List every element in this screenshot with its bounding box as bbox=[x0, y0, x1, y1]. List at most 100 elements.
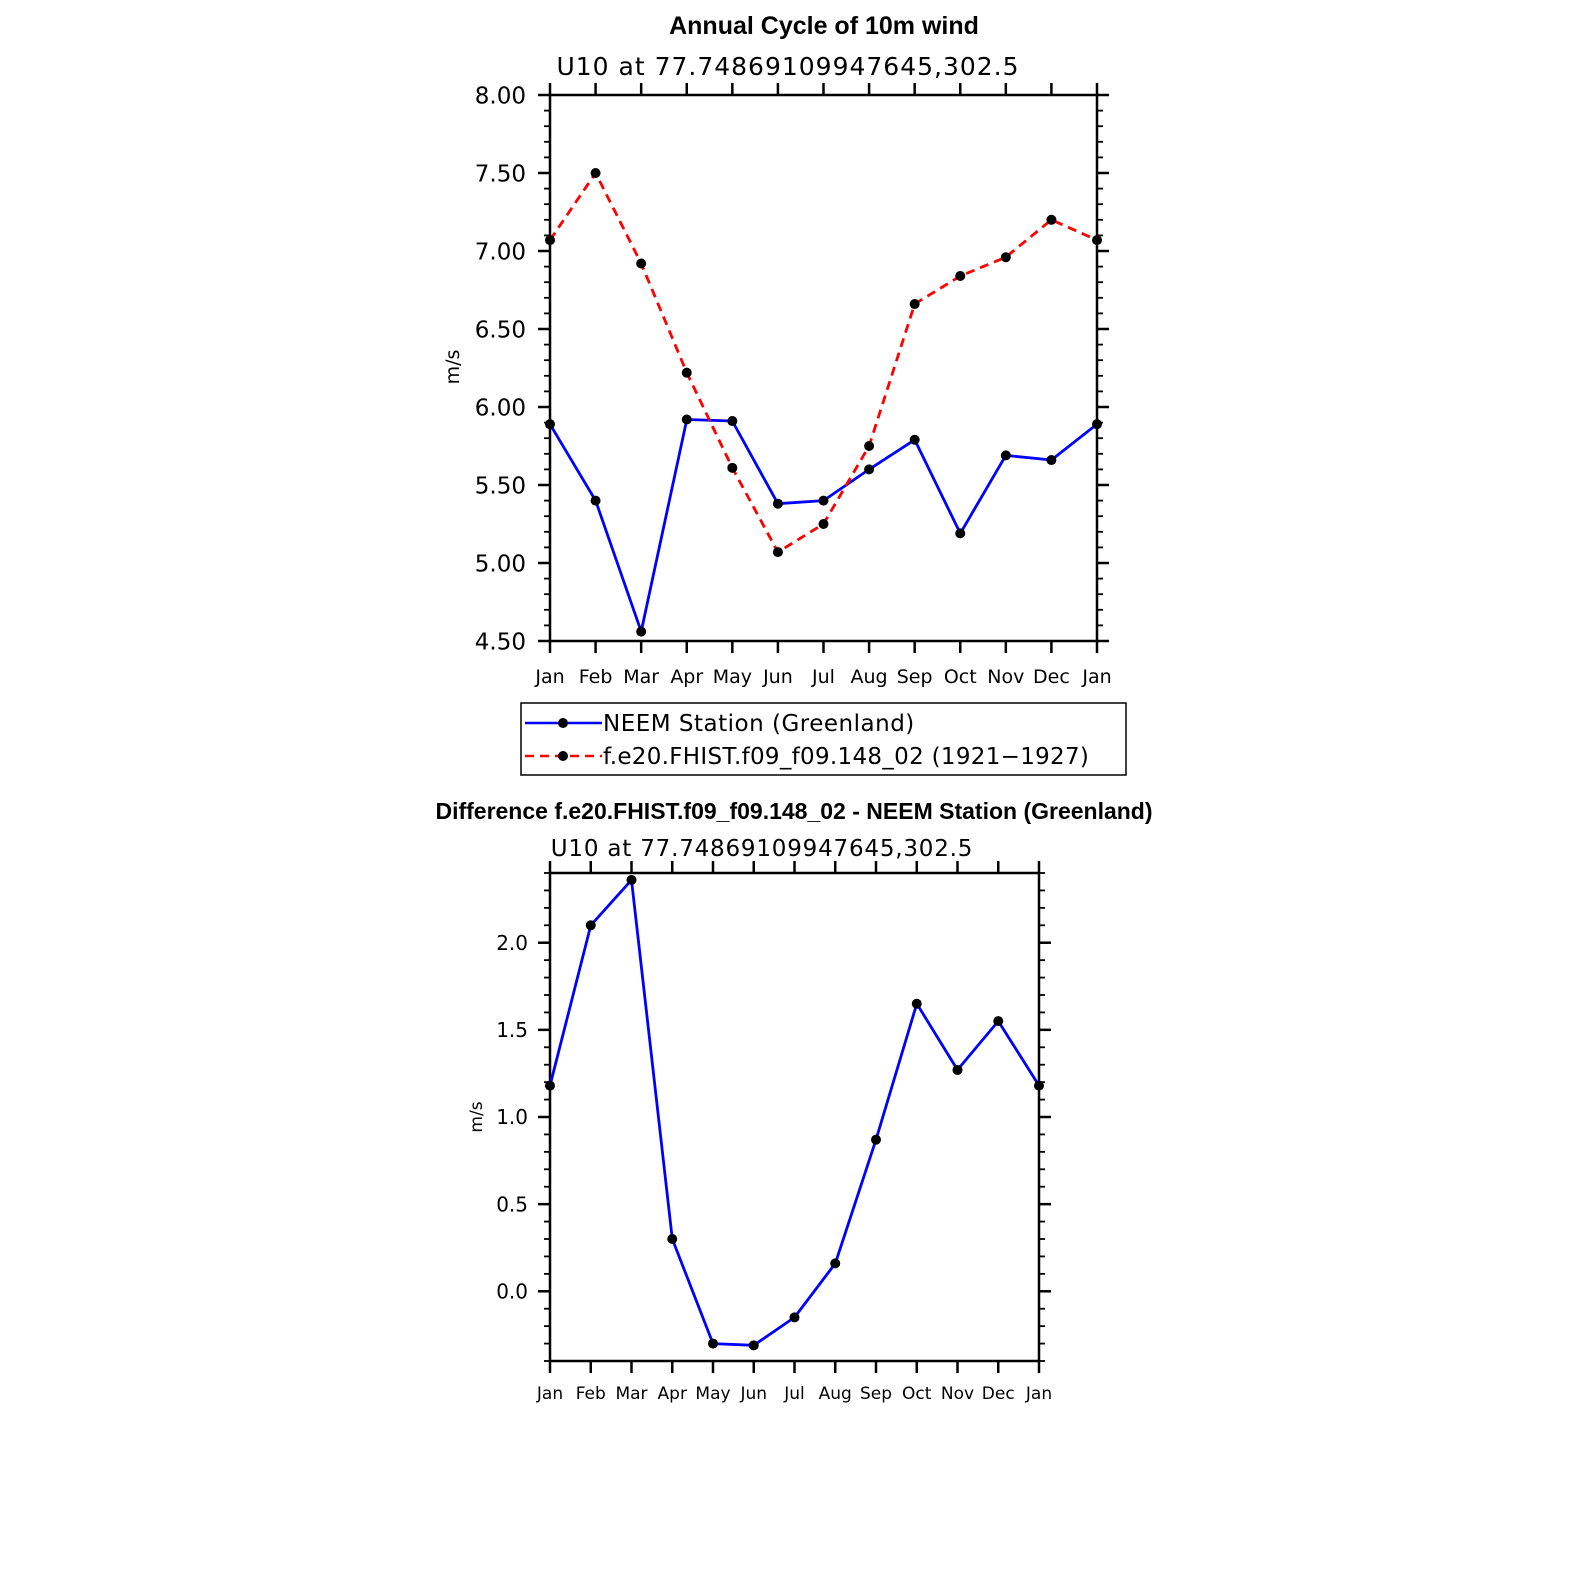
data-point bbox=[830, 1258, 841, 1269]
legend-box bbox=[520, 702, 1127, 776]
x-tick-label: Dec bbox=[982, 1384, 1015, 1404]
legend-marker-model bbox=[558, 751, 568, 761]
x-tick-label: Oct bbox=[944, 666, 977, 688]
data-point bbox=[1092, 235, 1102, 246]
chart1-axes: Jan Feb Mar Apr May Jun Jul Aug Sep Oct Nov Dec Jan 4… bbox=[475, 83, 1112, 688]
x-tick-label: Sep bbox=[860, 1384, 892, 1404]
y-tick-label: 4.50 bbox=[475, 629, 526, 655]
x-tick-label: Jan bbox=[534, 666, 564, 688]
x-tick-label: Apr bbox=[670, 666, 703, 688]
x-tick-label: Nov bbox=[987, 666, 1024, 688]
data-point bbox=[748, 1340, 759, 1351]
data-point bbox=[585, 920, 596, 931]
x-tick-label: Oct bbox=[902, 1384, 932, 1404]
x-tick-label: Aug bbox=[819, 1384, 852, 1404]
data-point bbox=[545, 1080, 555, 1091]
x-tick-label: Feb bbox=[579, 666, 613, 688]
data-point bbox=[636, 626, 647, 637]
plot-frame bbox=[548, 871, 1041, 1363]
annual-cycle-chart: Annual Cycle of 10m wind U10 at 77.74869… bbox=[442, 12, 1127, 776]
x-tick-label: Jan bbox=[536, 1384, 563, 1404]
x-tick-label: Feb bbox=[576, 1384, 606, 1404]
chart2-subtitle: U10 at 77.74869109947645,302.5 bbox=[551, 836, 973, 862]
data-point bbox=[727, 462, 738, 473]
data-point bbox=[818, 519, 829, 529]
chart2-title: Difference f.e20.FHIST.f09_f09.148_02 - … bbox=[435, 798, 1152, 824]
y-tick-label: 2.0 bbox=[496, 931, 528, 955]
chart2-series bbox=[545, 874, 1044, 1351]
data-point bbox=[952, 1064, 963, 1075]
data-point bbox=[871, 1134, 881, 1145]
data-point bbox=[1000, 450, 1011, 461]
x-tick-label: Aug bbox=[851, 666, 888, 688]
x-tick-label: Mar bbox=[623, 666, 659, 688]
chart2-axes: Jan Feb Mar Apr May Jun Jul Aug Sep Oct Nov Dec Jan 0… bbox=[496, 861, 1052, 1404]
x-tick-label: Jun bbox=[762, 666, 793, 688]
legend-marker-neem bbox=[558, 718, 568, 728]
data-point bbox=[955, 528, 966, 539]
legend-label-neem: NEEM Station (Greenland) bbox=[603, 711, 915, 737]
data-point bbox=[545, 235, 555, 246]
y-tick-label: 6.50 bbox=[475, 317, 526, 343]
data-point bbox=[590, 168, 601, 178]
y-tick-label: 6.00 bbox=[475, 395, 526, 421]
data-point bbox=[818, 495, 829, 506]
data-point bbox=[626, 874, 637, 885]
data-point bbox=[1092, 419, 1102, 430]
x-tick-label: Apr bbox=[658, 1384, 687, 1404]
data-point bbox=[772, 498, 783, 509]
data-point bbox=[1046, 214, 1057, 225]
y-tick-label: 0.0 bbox=[496, 1279, 528, 1303]
data-point bbox=[636, 258, 647, 269]
data-point bbox=[864, 464, 875, 475]
difference-chart: Difference f.e20.FHIST.f09_f09.148_02 - … bbox=[435, 798, 1152, 1404]
chart1-ylabel: m/s bbox=[442, 350, 464, 385]
y-tick-label: 7.00 bbox=[475, 239, 526, 265]
data-point bbox=[681, 367, 692, 378]
data-point bbox=[993, 1016, 1004, 1027]
data-point bbox=[789, 1312, 800, 1323]
y-tick-label: 5.50 bbox=[475, 473, 526, 499]
x-tick-label: Jul bbox=[811, 666, 835, 688]
x-tick-label: May bbox=[713, 666, 752, 688]
plot-frame bbox=[548, 93, 1099, 643]
x-tick-label: Nov bbox=[941, 1384, 974, 1404]
series-line-1 bbox=[548, 171, 1098, 554]
data-point bbox=[772, 547, 783, 558]
x-tick-label: Jun bbox=[739, 1384, 767, 1404]
legend-label-model: f.e20.FHIST.f09_f09.148_02 (1921−1927) bbox=[603, 744, 1089, 770]
chart2-ylabel: m/s bbox=[467, 1101, 487, 1132]
x-tick-label: May bbox=[695, 1384, 730, 1404]
x-tick-label: Jan bbox=[1081, 666, 1111, 688]
data-point bbox=[1034, 1080, 1044, 1091]
data-point bbox=[909, 299, 920, 310]
y-tick-label: 0.5 bbox=[496, 1192, 528, 1216]
data-point bbox=[1046, 455, 1057, 466]
data-point bbox=[909, 434, 920, 445]
y-tick-label: 7.50 bbox=[475, 161, 526, 187]
y-tick-label: 1.0 bbox=[496, 1105, 528, 1129]
data-point bbox=[667, 1234, 678, 1244]
data-point bbox=[590, 495, 601, 506]
x-tick-label: Dec bbox=[1033, 666, 1070, 688]
chart1-legend: NEEM Station (Greenland) f.e20.FHIST.f09… bbox=[520, 702, 1127, 776]
y-tick-label: 8.00 bbox=[475, 83, 526, 109]
x-tick-label: Jul bbox=[783, 1384, 805, 1404]
data-point bbox=[681, 414, 692, 425]
series-line-0 bbox=[548, 878, 1041, 1347]
chart1-subtitle: U10 at 77.74869109947645,302.5 bbox=[556, 52, 1019, 81]
x-tick-label: Jan bbox=[1025, 1384, 1052, 1404]
data-point bbox=[1000, 252, 1011, 263]
data-point bbox=[955, 270, 966, 281]
data-point bbox=[545, 419, 555, 430]
data-point bbox=[727, 416, 738, 427]
data-point bbox=[864, 441, 875, 451]
x-tick-label: Mar bbox=[615, 1384, 647, 1404]
data-point bbox=[911, 998, 922, 1009]
chart1-series bbox=[545, 168, 1102, 637]
y-tick-label: 5.00 bbox=[475, 551, 526, 577]
x-tick-label: Sep bbox=[897, 666, 933, 688]
chart1-title: Annual Cycle of 10m wind bbox=[669, 12, 979, 40]
y-tick-label: 1.5 bbox=[496, 1018, 528, 1042]
